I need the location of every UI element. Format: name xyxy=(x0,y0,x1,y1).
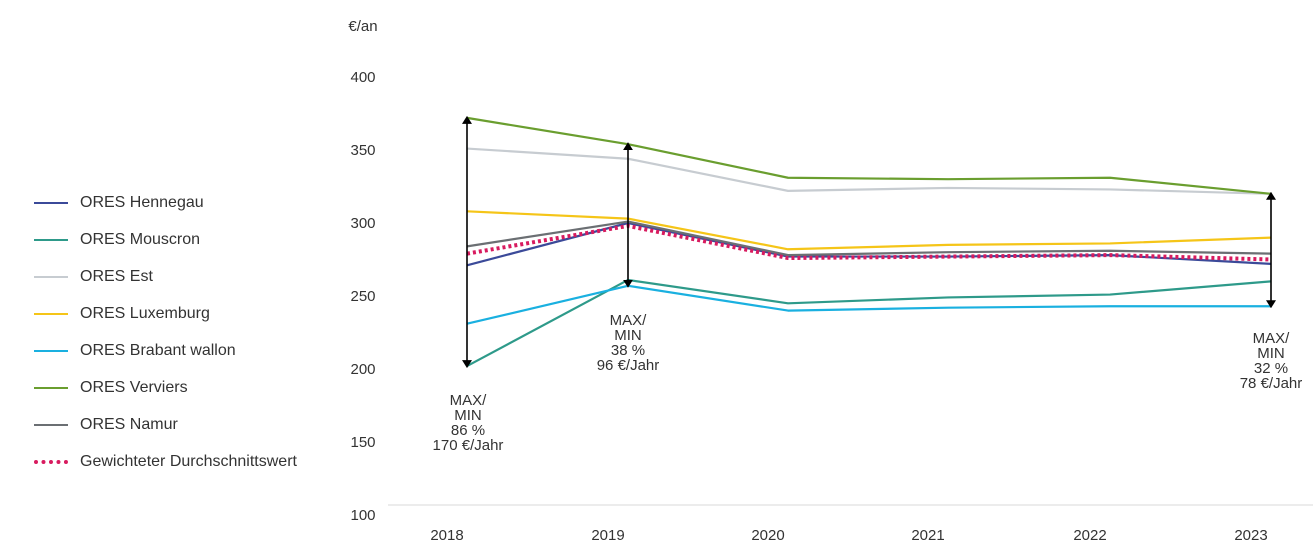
series-line xyxy=(466,284,1271,325)
legend-item: ORES Est xyxy=(34,258,364,295)
series-line xyxy=(466,220,1272,257)
x-tick-label: 2021 xyxy=(911,527,944,544)
legend-item: ORES Brabant wallon xyxy=(34,332,364,369)
series-line xyxy=(466,147,1272,195)
y-unit-label: €/an xyxy=(348,18,377,35)
y-tick-label: 100 xyxy=(350,507,375,524)
legend-label: ORES Luxemburg xyxy=(80,304,210,322)
legend-swatch xyxy=(34,459,68,464)
y-tick-label: 200 xyxy=(350,361,375,378)
max-min-annotation: MAX/MIN 38 % 96 €/Jahr xyxy=(597,312,660,374)
legend-label: ORES Mouscron xyxy=(80,230,201,248)
legend-label: ORES Brabant wallon xyxy=(80,341,236,359)
legend-item: ORES Luxemburg xyxy=(34,295,364,332)
y-tick-label: 300 xyxy=(350,215,375,232)
legend-swatch xyxy=(34,201,68,204)
y-tick-label: 400 xyxy=(350,69,375,86)
legend-label: ORES Verviers xyxy=(80,378,188,396)
legend-item: ORES Mouscron xyxy=(34,221,364,258)
legend-label: Gewichteter Durchschnittswert xyxy=(80,452,297,470)
series-line xyxy=(466,210,1272,251)
legend-swatch xyxy=(34,349,68,352)
series-line xyxy=(466,221,1272,267)
legend-label: ORES Namur xyxy=(80,415,178,433)
x-tick-label: 2022 xyxy=(1073,527,1106,544)
legend-label: ORES Est xyxy=(80,267,153,285)
legend-item: ORES Namur xyxy=(34,406,364,443)
legend-item: ORES Hennegau xyxy=(34,184,364,221)
max-min-annotation: MAX/MIN 86 % 170 €/Jahr xyxy=(433,392,504,454)
legend-swatch xyxy=(34,386,68,389)
series-line xyxy=(466,278,1272,368)
x-tick-label: 2019 xyxy=(591,527,624,544)
y-tick-label: 250 xyxy=(350,288,375,305)
legend-swatch xyxy=(34,423,68,426)
x-tick-label: 2023 xyxy=(1234,527,1267,544)
legend-swatch xyxy=(34,238,68,241)
y-tick-label: 150 xyxy=(350,434,375,451)
x-tick-label: 2020 xyxy=(751,527,784,544)
legend: ORES Hennegau ORES Mouscron ORES Est ORES L… xyxy=(34,184,364,480)
x-tick-label: 2018 xyxy=(430,527,463,544)
legend-item: ORES Verviers xyxy=(34,369,364,406)
legend-item: Gewichteter Durchschnittswert xyxy=(34,443,364,480)
max-min-annotation: MAX/MIN 32 % 78 €/Jahr xyxy=(1240,330,1303,392)
legend-label: ORES Hennegau xyxy=(80,193,204,211)
y-tick-label: 350 xyxy=(350,142,375,159)
series-line xyxy=(466,116,1272,195)
legend-swatch xyxy=(34,275,68,278)
legend-swatch xyxy=(34,312,68,315)
